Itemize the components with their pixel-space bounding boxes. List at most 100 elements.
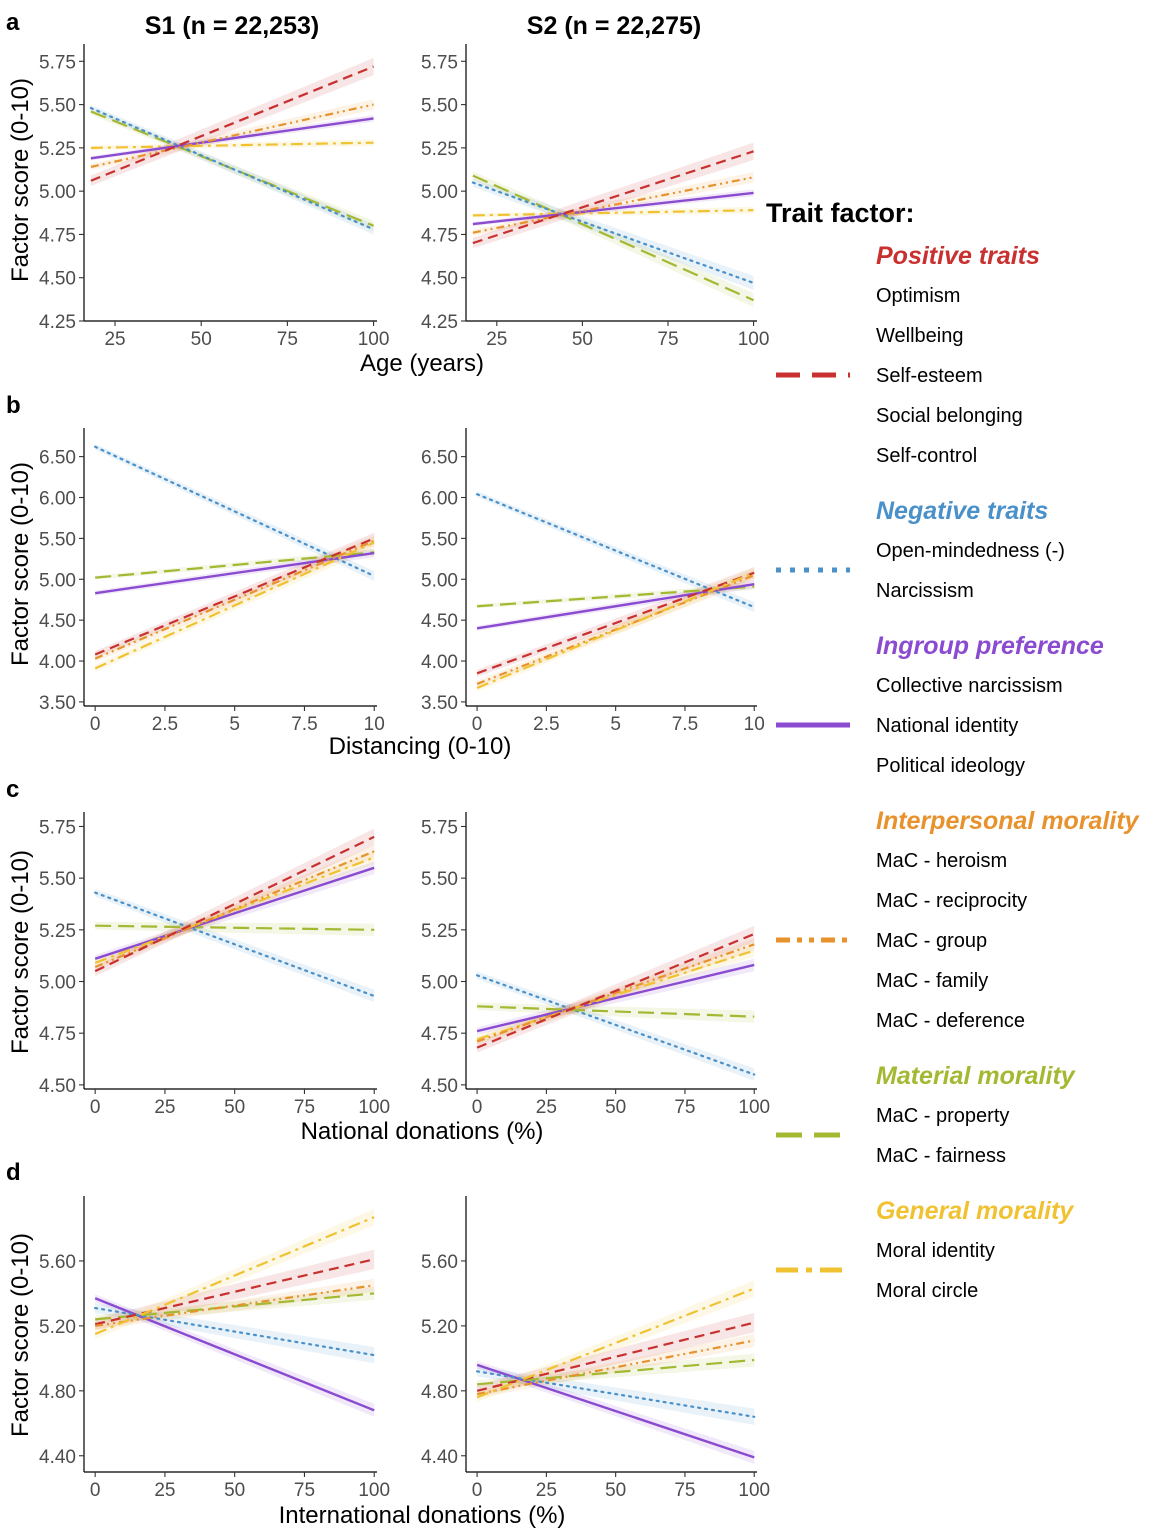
legend-group-title: Interpersonal morality	[876, 807, 1140, 835]
ci-band-material-morality	[95, 921, 375, 937]
series-line-general-morality	[476, 571, 755, 690]
y-tick-label: 4.40	[39, 1447, 76, 1468]
y-tick-label: 4.75	[39, 225, 76, 246]
x-axis-label-b: Distancing (0-10)	[329, 733, 512, 760]
y-tick-label: 5.75	[39, 817, 76, 838]
x-tick-label: 7.5	[672, 714, 698, 735]
legend-group-negative-traits: Negative traits Open-mindedness (-) Narcis…	[776, 497, 1065, 602]
series-line-general-morality	[472, 209, 754, 217]
x-tick-label: 50	[191, 329, 212, 350]
x-tick-label: 50	[224, 1480, 245, 1501]
plot-area-a-s1	[89, 57, 375, 235]
series-line-negative-traits	[475, 493, 756, 609]
plot-area-c-s2	[475, 925, 756, 1081]
ci-band-material-morality	[477, 1353, 755, 1389]
y-tick-label: 5.60	[39, 1252, 76, 1273]
ci-band-material-morality	[472, 171, 754, 308]
y-tick-label: 4.50	[39, 1076, 76, 1097]
ci-band-material-morality	[477, 1002, 755, 1023]
x-axis-label-c: National donations (%)	[301, 1118, 544, 1145]
x-axis-label-d: International donations (%)	[279, 1502, 566, 1529]
legend: Trait factor: Positive traits Optimism Wel…	[766, 198, 1140, 1302]
panel-letter-a: a	[6, 9, 20, 36]
y-tick-label: 5.00	[39, 570, 76, 591]
series-line-general-morality	[94, 1216, 375, 1336]
ci-band-positive-traits	[477, 1312, 755, 1397]
x-tick-label: 75	[674, 1480, 695, 1501]
x-tick-label: 25	[486, 329, 507, 350]
x-tick-label: 0	[90, 1097, 101, 1118]
x-tick-label: 100	[358, 1480, 390, 1501]
legend-item: Wellbeing	[876, 325, 963, 347]
ci-band-positive-traits	[477, 925, 755, 1053]
series-line-negative-traits	[89, 106, 375, 231]
series-line-positive-traits	[94, 537, 375, 656]
y-tick-label: 5.25	[39, 921, 76, 942]
x-tick-label: 100	[738, 1480, 770, 1501]
ci-band-positive-traits	[90, 57, 374, 186]
ci-band-positive-traits	[95, 1249, 375, 1331]
legend-group-material-morality: Material morality MaC - property MaC - fai…	[776, 1062, 1076, 1167]
legend-group-positive-traits: Positive traits Optimism Wellbeing Self-est…	[776, 242, 1040, 467]
column-title-s2: S2 (n = 22,275)	[527, 12, 701, 40]
x-tick-label: 10	[744, 714, 765, 735]
y-tick-label: 6.00	[421, 489, 458, 510]
series-line-ingroup-preference	[90, 117, 374, 160]
x-tick-label: 5	[229, 714, 240, 735]
x-tick-label: 75	[277, 329, 298, 350]
x-tick-label: 75	[657, 329, 678, 350]
y-axis-label-a: Factor score (0-10)	[7, 78, 34, 282]
y-axis-label-d: Factor score (0-10)	[7, 1233, 34, 1437]
plot-area-b-s2	[475, 491, 756, 692]
y-tick-label: 5.60	[421, 1252, 458, 1273]
y-tick-label: 5.20	[39, 1317, 76, 1338]
x-tick-label: 75	[294, 1480, 315, 1501]
panel-d-s1: 4.40 4.80 5.20 5.60 0 25 50 75 100	[39, 1196, 390, 1501]
x-tick-label: 75	[674, 1097, 695, 1118]
series-line-negative-traits	[471, 181, 755, 285]
x-tick-label: 0	[472, 714, 483, 735]
y-tick-label: 5.50	[421, 869, 458, 890]
y-tick-label: 5.00	[421, 973, 458, 994]
y-tick-label: 5.00	[421, 570, 458, 591]
y-tick-label: 5.75	[39, 52, 76, 73]
x-tick-label: 75	[294, 1097, 315, 1118]
legend-item: MaC - property	[876, 1105, 1009, 1127]
legend-item: Collective narcissism	[876, 675, 1063, 697]
ci-band-negative-traits	[477, 491, 755, 612]
panel-b-s2: 3.50 4.00 4.50 5.00 5.50 6.00 6.50 0 2.5 5 7.5 10	[421, 428, 765, 735]
x-tick-label: 100	[738, 1097, 770, 1118]
y-tick-label: 4.75	[39, 1024, 76, 1045]
y-tick-label: 4.80	[39, 1382, 76, 1403]
series-line-ingroup-preference	[94, 1297, 375, 1412]
legend-entries: Positive traits Optimism Wellbeing Self-est…	[776, 242, 1140, 1302]
y-tick-label: 5.25	[421, 139, 458, 160]
ci-band-interpersonal-morality	[95, 1278, 375, 1330]
legend-item: Open-mindedness (-)	[876, 540, 1065, 562]
series-line-material-morality	[95, 551, 375, 579]
legend-item: Moral identity	[876, 1240, 995, 1262]
legend-group-title: Ingroup preference	[876, 632, 1104, 660]
x-tick-label: 0	[472, 1097, 483, 1118]
y-tick-label: 4.80	[421, 1382, 458, 1403]
series-line-general-morality	[94, 541, 375, 670]
legend-item: MaC - deference	[876, 1010, 1025, 1032]
x-tick-label: 25	[154, 1480, 175, 1501]
y-axis-label-b: Factor score (0-10)	[7, 462, 34, 666]
y-tick-label: 4.50	[39, 269, 76, 290]
legend-title: Trait factor:	[766, 198, 915, 228]
series-line-interpersonal-morality	[476, 943, 755, 1043]
legend-item: National identity	[876, 715, 1018, 737]
y-tick-label: 5.25	[421, 921, 458, 942]
legend-group-title: Positive traits	[876, 242, 1040, 270]
y-tick-label: 5.50	[39, 96, 76, 117]
ci-band-ingroup-preference	[95, 1294, 375, 1417]
legend-item: Self-esteem	[876, 365, 983, 387]
y-tick-label: 5.50	[421, 529, 458, 550]
y-tick-label: 4.50	[421, 269, 458, 290]
y-tick-label: 5.20	[421, 1317, 458, 1338]
ci-band-general-morality	[472, 206, 754, 218]
ci-band-general-morality	[477, 1280, 755, 1403]
legend-group-ingroup-preference: Ingroup preference Collective narcissism N…	[776, 632, 1104, 777]
